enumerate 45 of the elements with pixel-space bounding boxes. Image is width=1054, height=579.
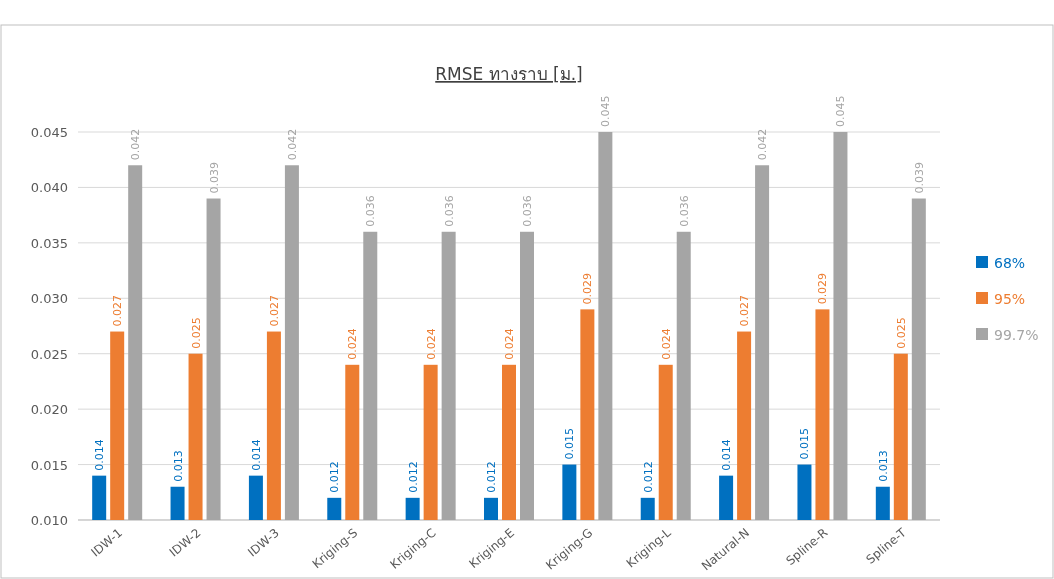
data-label: 0.036: [521, 195, 534, 227]
data-label: 0.025: [894, 317, 908, 349]
data-label: 0.024: [424, 328, 438, 360]
data-label: 0.027: [738, 295, 752, 327]
data-label: 0.029: [816, 272, 830, 305]
data-label: 0.014: [93, 439, 107, 471]
y-tick-label: 0.020: [30, 402, 68, 418]
y-tick-label: 0.010: [30, 513, 68, 528]
data-label: 0.045: [599, 95, 613, 127]
data-label: 0.027: [267, 295, 281, 327]
data-label: 0.014: [720, 439, 734, 471]
data-label: 0.015: [563, 428, 577, 460]
data-label: 0.013: [171, 450, 185, 482]
data-label: 0.042: [756, 128, 770, 161]
y-tick-label: 0.015: [30, 457, 68, 473]
data-label: 0.012: [485, 461, 498, 493]
data-label: 0.024: [659, 328, 673, 360]
y-tick-label: 0.030: [30, 291, 68, 307]
data-label: 0.039: [912, 162, 926, 194]
data-label: 0.029: [581, 272, 595, 305]
data-label: 0.024: [503, 328, 516, 360]
data-label: 0.013: [876, 450, 890, 482]
legend-label: 68%: [994, 255, 1026, 271]
data-label: 0.014: [249, 439, 263, 471]
data-label: 0.036: [442, 195, 456, 227]
data-label: 0.042: [129, 128, 143, 161]
data-label: 0.036: [677, 195, 691, 227]
data-label: 0.045: [834, 95, 848, 127]
data-label: 0.015: [798, 428, 812, 460]
data-label: 0.012: [641, 461, 655, 493]
y-tick-label: 0.040: [30, 180, 68, 196]
chart-title: RMSE ทางราบ [ม.]: [435, 64, 583, 84]
data-label: 0.012: [328, 461, 342, 493]
data-label: 0.024: [346, 328, 360, 360]
data-label: 0.025: [189, 317, 203, 349]
data-label: 0.039: [207, 162, 221, 194]
data-label: 0.042: [285, 128, 299, 161]
y-tick-label: 0.035: [30, 235, 68, 251]
data-label: 0.027: [111, 295, 125, 327]
legend-label: 95%: [994, 291, 1026, 307]
legend-label: 99.7%: [994, 327, 1039, 343]
data-label: 0.012: [406, 461, 420, 493]
y-tick-label: 0.025: [30, 346, 68, 362]
y-tick-label: 0.045: [30, 125, 68, 140]
data-label: 0.036: [364, 195, 378, 227]
